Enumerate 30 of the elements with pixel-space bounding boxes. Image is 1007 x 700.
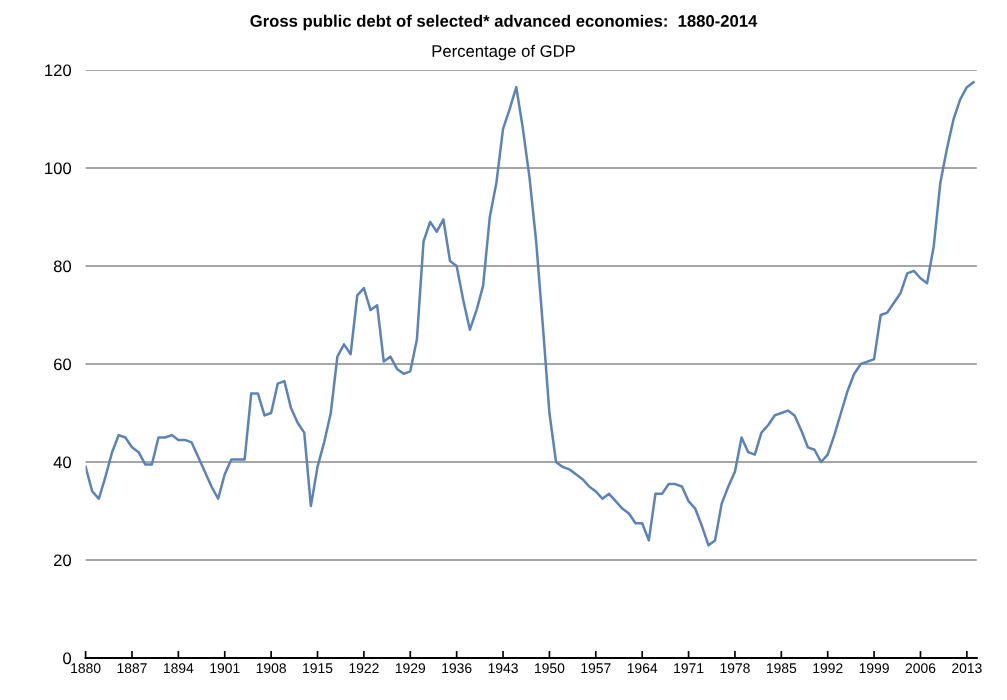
x-tick-label: 1908 [256,663,286,674]
x-tick-label: 1985 [766,663,797,674]
y-tick-label: 40 [53,456,72,469]
x-tick-label: 1950 [535,663,565,674]
x-tick-label: 1922 [349,663,379,674]
y-tick-label: 80 [53,260,72,273]
x-tick-label: 1887 [117,663,147,674]
x-tick-label: 1943 [488,663,518,674]
x-tick-label: 1901 [210,663,240,674]
x-tick-label: 1894 [163,663,194,674]
x-tick-label: 1915 [303,663,333,674]
x-tick-label: 1964 [627,663,658,674]
x-tick-label: 1999 [859,663,889,674]
y-tick-label: 100 [45,162,72,175]
x-tick-label: 1929 [395,663,426,674]
x-tick-label: 1978 [720,663,750,674]
x-tick-label: 1957 [581,663,611,674]
x-tick-label: 1971 [674,663,704,674]
y-tick-label: 20 [54,554,72,567]
chart-title: Gross public debt of selected* advanced economies: 1880-2014 [250,14,758,31]
x-tick-label: 1936 [442,663,472,674]
y-tick-label: 120 [45,64,72,77]
y-tick-label: 0 [63,652,72,665]
line-series [85,81,975,547]
x-tick-label: 2006 [905,663,936,674]
x-tick-label: 2013 [952,663,982,674]
x-tick-label: 1880 [71,663,101,674]
chart-subtitle: Percentage of GDP [432,44,575,61]
x-tick-label: 1992 [813,663,843,674]
y-tick-label: 60 [54,358,72,371]
